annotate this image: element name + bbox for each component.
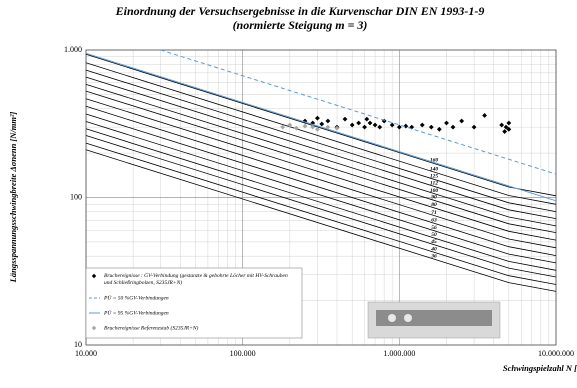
x-tick-label: 1.000.000	[383, 349, 415, 358]
x-tick-label: 10.000	[75, 349, 97, 358]
legend-label-line: und Schließringbolzen, S235JR+N)	[104, 279, 182, 286]
curve-label: 63	[431, 217, 437, 223]
curve-label: 36	[430, 253, 437, 259]
legend-label: Bruchereignisse Referenzstab (S235JR+N)	[104, 324, 199, 331]
curve-label: 90	[431, 195, 437, 201]
x-tick-label: 10.000.000	[538, 349, 574, 358]
y-axis-label: Längsspannungsschwingbreite Δσnenn [N/mm…	[8, 111, 18, 283]
y-tick-label: 100	[70, 192, 82, 201]
curve-label: 71	[431, 210, 437, 216]
curve-label: 125	[430, 174, 439, 180]
y-tick-label: 1.000	[64, 45, 82, 54]
curve-label: 45	[430, 239, 437, 245]
legend-label: PÜ = 95 %GV-Verbindungen	[103, 308, 169, 316]
curve-label: 50	[431, 232, 437, 238]
curve-label: 140	[430, 166, 439, 172]
curve-label: 56	[431, 225, 437, 231]
y-tick-label: 10	[74, 340, 82, 349]
legend-label-line: Bruchereignisse : GV-Verbindung (gestanz…	[104, 272, 288, 279]
specimen-photo	[368, 302, 500, 338]
curve-label: 112	[430, 181, 438, 187]
chart-title: Einordnung der Versuchsergebnisse in die…	[115, 4, 485, 18]
chart: Einordnung der Versuchsergebnisse in die…	[0, 0, 577, 388]
curve-label: 40	[430, 246, 437, 252]
x-tick-label: 100.000	[230, 349, 256, 358]
legend-label: PÜ = 50 %GV-Verbindungen	[103, 293, 169, 301]
x-axis-label: Schwingspielzahl N [	[503, 363, 577, 373]
chart-subtitle: (normierte Steigung m = 3)	[233, 18, 368, 32]
curve-label: 80	[431, 202, 437, 208]
curve-label: 100	[430, 188, 439, 194]
